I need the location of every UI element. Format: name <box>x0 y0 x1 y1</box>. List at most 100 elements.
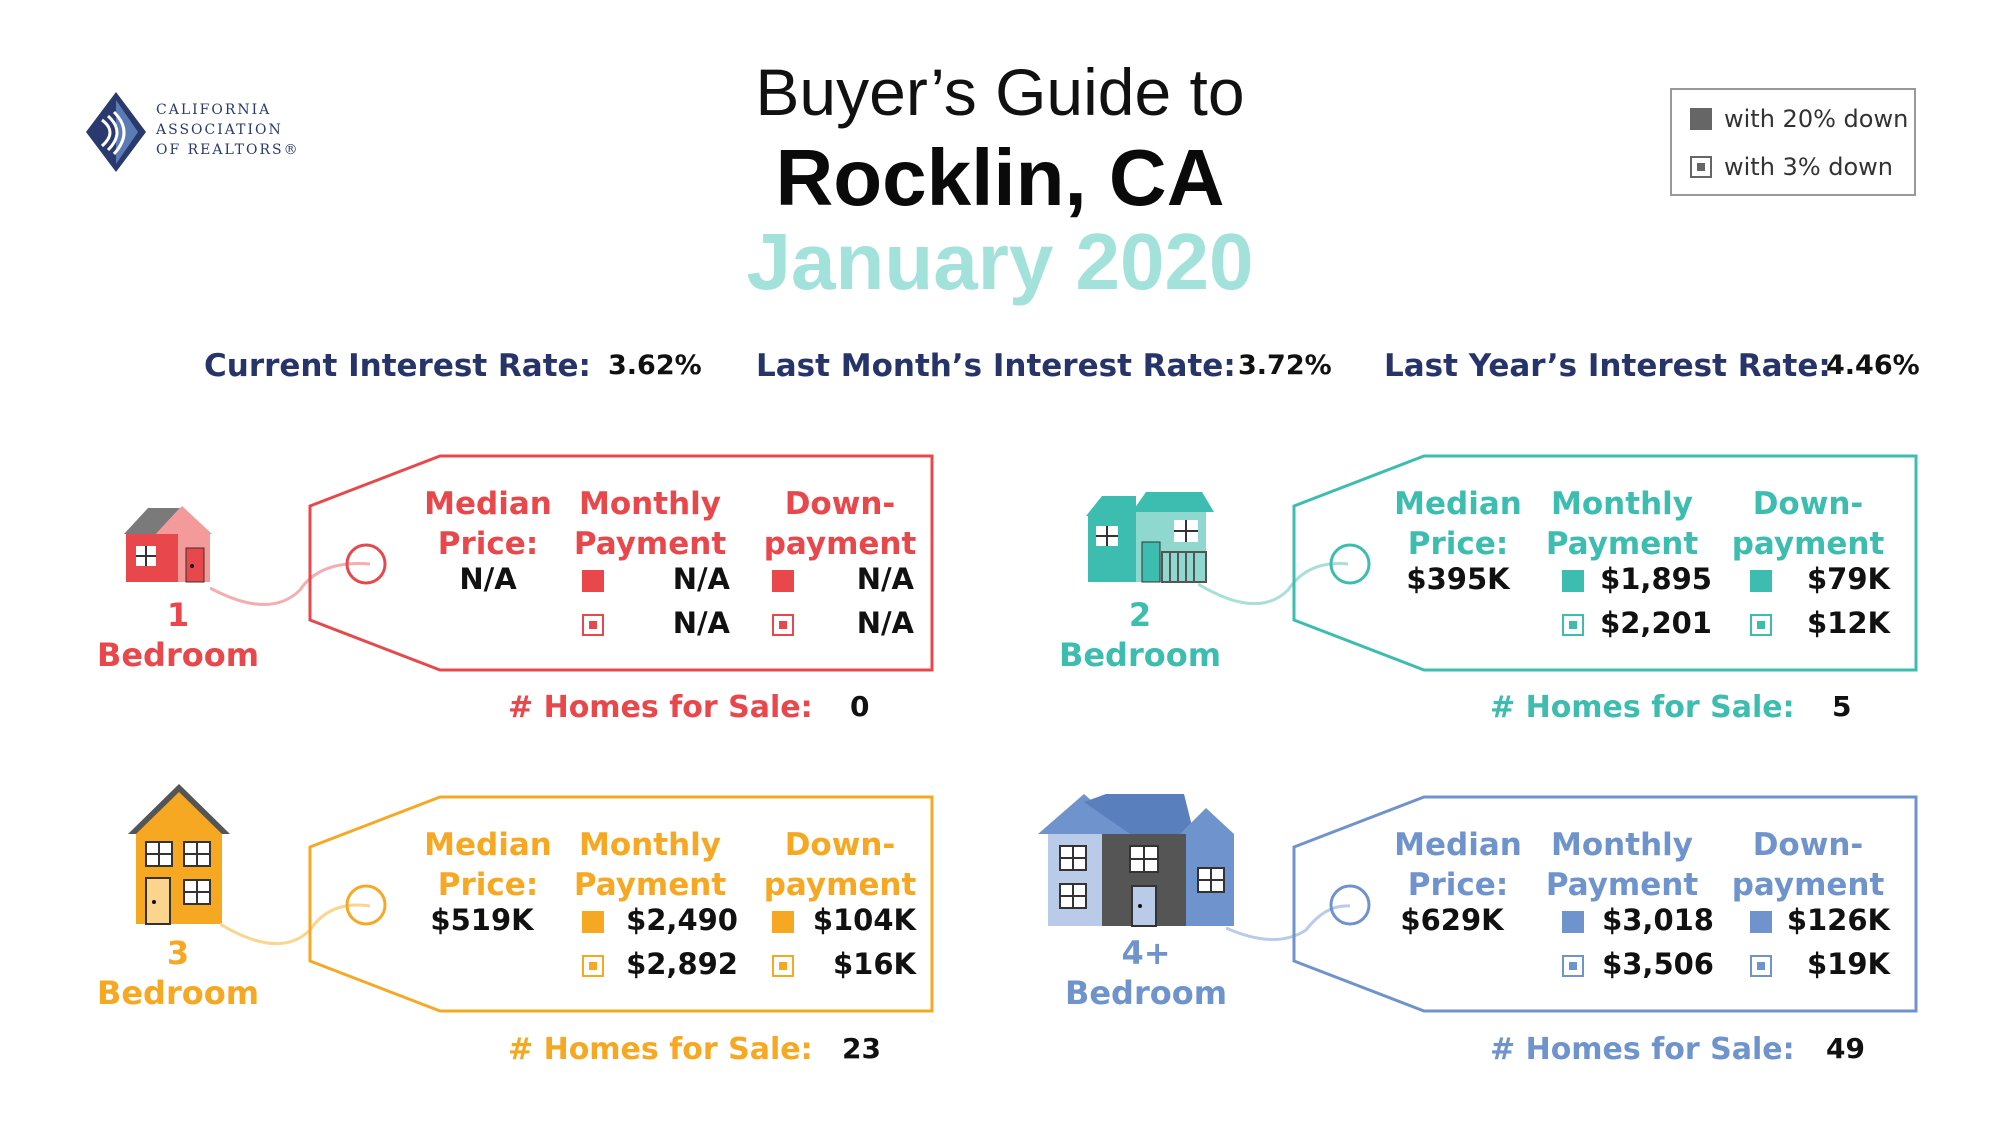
median-price-4: $629K <box>1400 903 1504 937</box>
price-header-2: Price: <box>1407 526 1509 562</box>
bed-label-4: Bedroom <box>1064 974 1228 1012</box>
open-square-icon <box>1562 614 1584 636</box>
median-header-4: Median <box>1394 827 1522 863</box>
tag-string-1 <box>210 562 371 606</box>
legend-item-20: with 20% down <box>1690 104 1908 134</box>
open-square-icon <box>1750 955 1772 977</box>
open-square-icon <box>1690 156 1712 178</box>
down-header-3: Down- <box>784 827 896 863</box>
monthly-3-3: $2,892 <box>626 947 738 981</box>
solid-square-icon <box>1750 911 1772 933</box>
car-logo-icon <box>86 92 146 172</box>
monthly-20-1: N/A <box>672 562 730 596</box>
open-square-icon <box>582 614 604 636</box>
monthly-header-4: Monthly <box>1551 827 1693 863</box>
page-title-city: Rocklin, CA <box>775 133 1225 222</box>
solid-square-icon <box>772 570 794 592</box>
page-title-date: January 2020 <box>746 217 1254 306</box>
monthly-20-3: $2,490 <box>626 903 738 937</box>
car-logo: CALIFORNIA ASSOCIATION OF REALTORS® <box>84 86 324 176</box>
open-square-icon <box>1562 955 1584 977</box>
open-square-icon <box>772 955 794 977</box>
down-20-1: N/A <box>856 562 914 596</box>
logo-line-2: ASSOCIATION <box>156 122 283 138</box>
logo-line-3: OF REALTORS® <box>156 142 300 158</box>
payment-header-2: Payment <box>1545 526 1699 562</box>
price-header-4: Price: <box>1407 867 1509 903</box>
legend-item-3: with 3% down <box>1690 152 1893 182</box>
bed-num-4: 4+ <box>1121 934 1171 972</box>
tag-string-2 <box>1198 562 1349 606</box>
monthly-20-2: $1,895 <box>1600 562 1712 596</box>
last-year-rate-value: 4.46% <box>1826 350 1920 381</box>
down-3-4: $19K <box>1806 947 1890 981</box>
solid-square-icon <box>772 911 794 933</box>
last-year-rate-label: Last Year’s Interest Rate: <box>1384 348 1831 384</box>
median-header-2: Median <box>1394 486 1522 522</box>
monthly-3-1: N/A <box>672 606 730 640</box>
down-header-2: Down- <box>1752 486 1864 522</box>
downpayment-header-1: payment <box>763 526 917 562</box>
house-1-bedroom-icon <box>120 500 240 594</box>
current-rate-label: Current Interest Rate: <box>204 348 591 384</box>
down-header-4: Down- <box>1752 827 1864 863</box>
house-2-bedroom-icon <box>1082 490 1222 594</box>
bed-label-2: Bedroom <box>1058 636 1222 674</box>
down-3-2: $12K <box>1806 606 1890 640</box>
house-4-bedroom-icon <box>1034 790 1240 934</box>
tag-string-4 <box>1226 904 1351 941</box>
bed-label-3: Bedroom <box>96 974 260 1012</box>
payment-header-1: Payment <box>573 526 727 562</box>
payment-header-3: Payment <box>573 867 727 903</box>
homes-value-3: 23 <box>842 1032 881 1065</box>
bed-label-1: Bedroom <box>96 636 260 674</box>
legend-label-20: with 20% down <box>1724 105 1909 133</box>
solid-square-icon <box>582 570 604 592</box>
solid-square-icon <box>1690 108 1712 130</box>
homes-label-3: # Homes for Sale: <box>508 1032 813 1067</box>
median-header-1: Median <box>424 486 552 522</box>
open-square-icon <box>772 614 794 636</box>
legend-label-3: with 3% down <box>1724 153 1894 181</box>
bed-num-2: 2 <box>1128 596 1152 634</box>
solid-square-icon <box>1750 570 1772 592</box>
price-header-1: Price: <box>437 526 539 562</box>
solid-square-icon <box>1562 570 1584 592</box>
homes-value-4: 49 <box>1826 1032 1865 1065</box>
down-3-1: N/A <box>856 606 914 640</box>
price-header-3: Price: <box>437 867 539 903</box>
house-3-bedroom-icon <box>124 780 234 934</box>
down-20-4: $126K <box>1786 903 1890 937</box>
down-20-2: $79K <box>1806 562 1890 596</box>
monthly-3-4: $3,506 <box>1602 947 1714 981</box>
homes-label-4: # Homes for Sale: <box>1490 1032 1795 1067</box>
monthly-header-3: Monthly <box>579 827 721 863</box>
down-header-1: Down- <box>784 486 896 522</box>
median-price-1: N/A <box>459 562 517 596</box>
solid-square-icon <box>582 911 604 933</box>
last-month-rate-label: Last Month’s Interest Rate: <box>756 348 1236 384</box>
median-header-3: Median <box>424 827 552 863</box>
monthly-header-2: Monthly <box>1551 486 1693 522</box>
open-square-icon <box>1750 614 1772 636</box>
monthly-header-1: Monthly <box>579 486 721 522</box>
open-square-icon <box>582 955 604 977</box>
downpayment-header-2: payment <box>1731 526 1885 562</box>
monthly-20-4: $3,018 <box>1602 903 1714 937</box>
homes-label-2: # Homes for Sale: <box>1490 690 1795 725</box>
bed-num-1: 1 <box>166 596 190 634</box>
homes-value-2: 5 <box>1832 690 1852 723</box>
last-month-rate-value: 3.72% <box>1238 350 1332 381</box>
legend-box: with 20% down with 3% down <box>1670 88 1916 196</box>
current-rate-value: 3.62% <box>608 350 702 381</box>
downpayment-header-4: payment <box>1731 867 1885 903</box>
homes-label-1: # Homes for Sale: <box>508 690 813 725</box>
page-title-line-1: Buyer’s Guide to <box>755 55 1245 129</box>
downpayment-header-3: payment <box>763 867 917 903</box>
solid-square-icon <box>1562 911 1584 933</box>
down-3-3: $16K <box>832 947 916 981</box>
homes-value-1: 0 <box>850 690 870 723</box>
bed-num-3: 3 <box>166 934 190 972</box>
payment-header-4: Payment <box>1545 867 1699 903</box>
down-20-3: $104K <box>812 903 916 937</box>
